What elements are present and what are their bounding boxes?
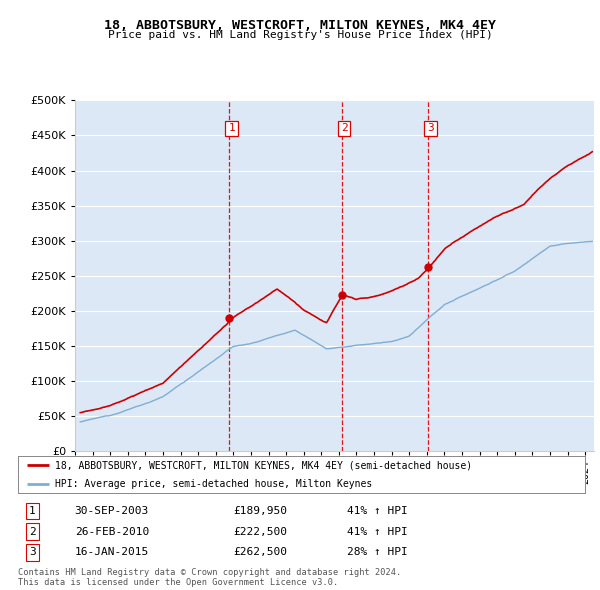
Text: 1: 1 bbox=[29, 506, 35, 516]
Text: £262,500: £262,500 bbox=[233, 548, 287, 558]
Text: 26-FEB-2010: 26-FEB-2010 bbox=[75, 527, 149, 536]
Text: HPI: Average price, semi-detached house, Milton Keynes: HPI: Average price, semi-detached house,… bbox=[55, 478, 372, 489]
Text: £189,950: £189,950 bbox=[233, 506, 287, 516]
Text: 1: 1 bbox=[228, 123, 235, 133]
Text: 41% ↑ HPI: 41% ↑ HPI bbox=[347, 527, 407, 536]
Text: 41% ↑ HPI: 41% ↑ HPI bbox=[347, 506, 407, 516]
Text: £222,500: £222,500 bbox=[233, 527, 287, 536]
Text: 18, ABBOTSBURY, WESTCROFT, MILTON KEYNES, MK4 4EY: 18, ABBOTSBURY, WESTCROFT, MILTON KEYNES… bbox=[104, 19, 496, 32]
Text: 2: 2 bbox=[29, 527, 35, 536]
Text: Contains HM Land Registry data © Crown copyright and database right 2024.
This d: Contains HM Land Registry data © Crown c… bbox=[18, 568, 401, 587]
Text: 3: 3 bbox=[427, 123, 434, 133]
Text: 28% ↑ HPI: 28% ↑ HPI bbox=[347, 548, 407, 558]
Text: 16-JAN-2015: 16-JAN-2015 bbox=[75, 548, 149, 558]
Text: 3: 3 bbox=[29, 548, 35, 558]
Text: Price paid vs. HM Land Registry's House Price Index (HPI): Price paid vs. HM Land Registry's House … bbox=[107, 30, 493, 40]
Text: 2: 2 bbox=[341, 123, 347, 133]
Text: 30-SEP-2003: 30-SEP-2003 bbox=[75, 506, 149, 516]
Text: 18, ABBOTSBURY, WESTCROFT, MILTON KEYNES, MK4 4EY (semi-detached house): 18, ABBOTSBURY, WESTCROFT, MILTON KEYNES… bbox=[55, 460, 472, 470]
